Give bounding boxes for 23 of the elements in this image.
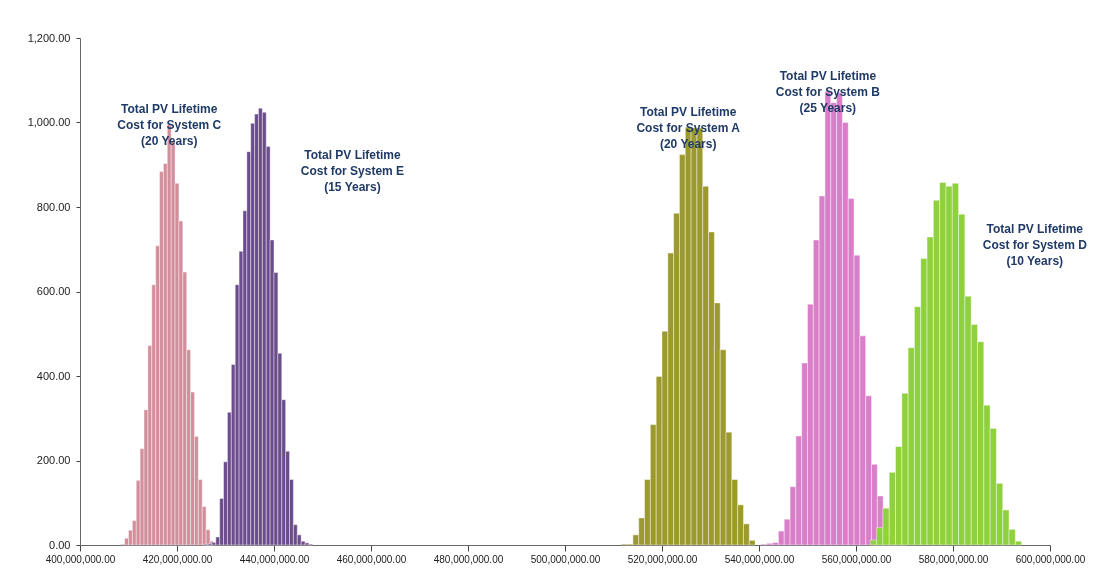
series-label: Total PV Lifetime Cost for System A (20 Years) [636,105,741,152]
x-tick-label: 560,000,000.00 [821,553,892,565]
y-tick-label: 1,200.00 [27,31,71,44]
x-tick-label: 540,000,000.00 [724,553,795,565]
y-tick-label: 600.00 [36,285,71,297]
x-tick-label: 440,000,000.00 [239,553,310,565]
series-label: Total PV Lifetime Cost for System D (10 Years) [982,222,1088,269]
x-tick-label: 420,000,000.00 [142,553,213,565]
x-tick-label: 500,000,000.00 [530,553,601,565]
series-label: Total PV Lifetime Cost for System B (25 Years) [775,69,881,116]
text: Total PV Lifetime Cost for System E (15 Years) [300,148,405,195]
y-tick-label: 400.00 [36,369,71,382]
y-tick-label: 0.00 [49,538,71,551]
x-tick-label: 580,000,000.00 [918,553,989,565]
x-tick-label: 400,000,000.00 [45,553,116,565]
x-tick-label: 520,000,000.00 [627,553,698,565]
y-tick-label: 200.00 [36,454,71,466]
y-tick-label: 800.00 [36,200,71,213]
x-tick-label: 480,000,000.00 [433,553,504,565]
y-tick-label: 1,000.00 [27,116,71,128]
series-label: Total PV Lifetime Cost for System C (20 Years) [117,102,222,149]
x-tick-label: 460,000,000.00 [336,553,407,565]
x-tick-label: 600,000,000.00 [1015,553,1086,565]
